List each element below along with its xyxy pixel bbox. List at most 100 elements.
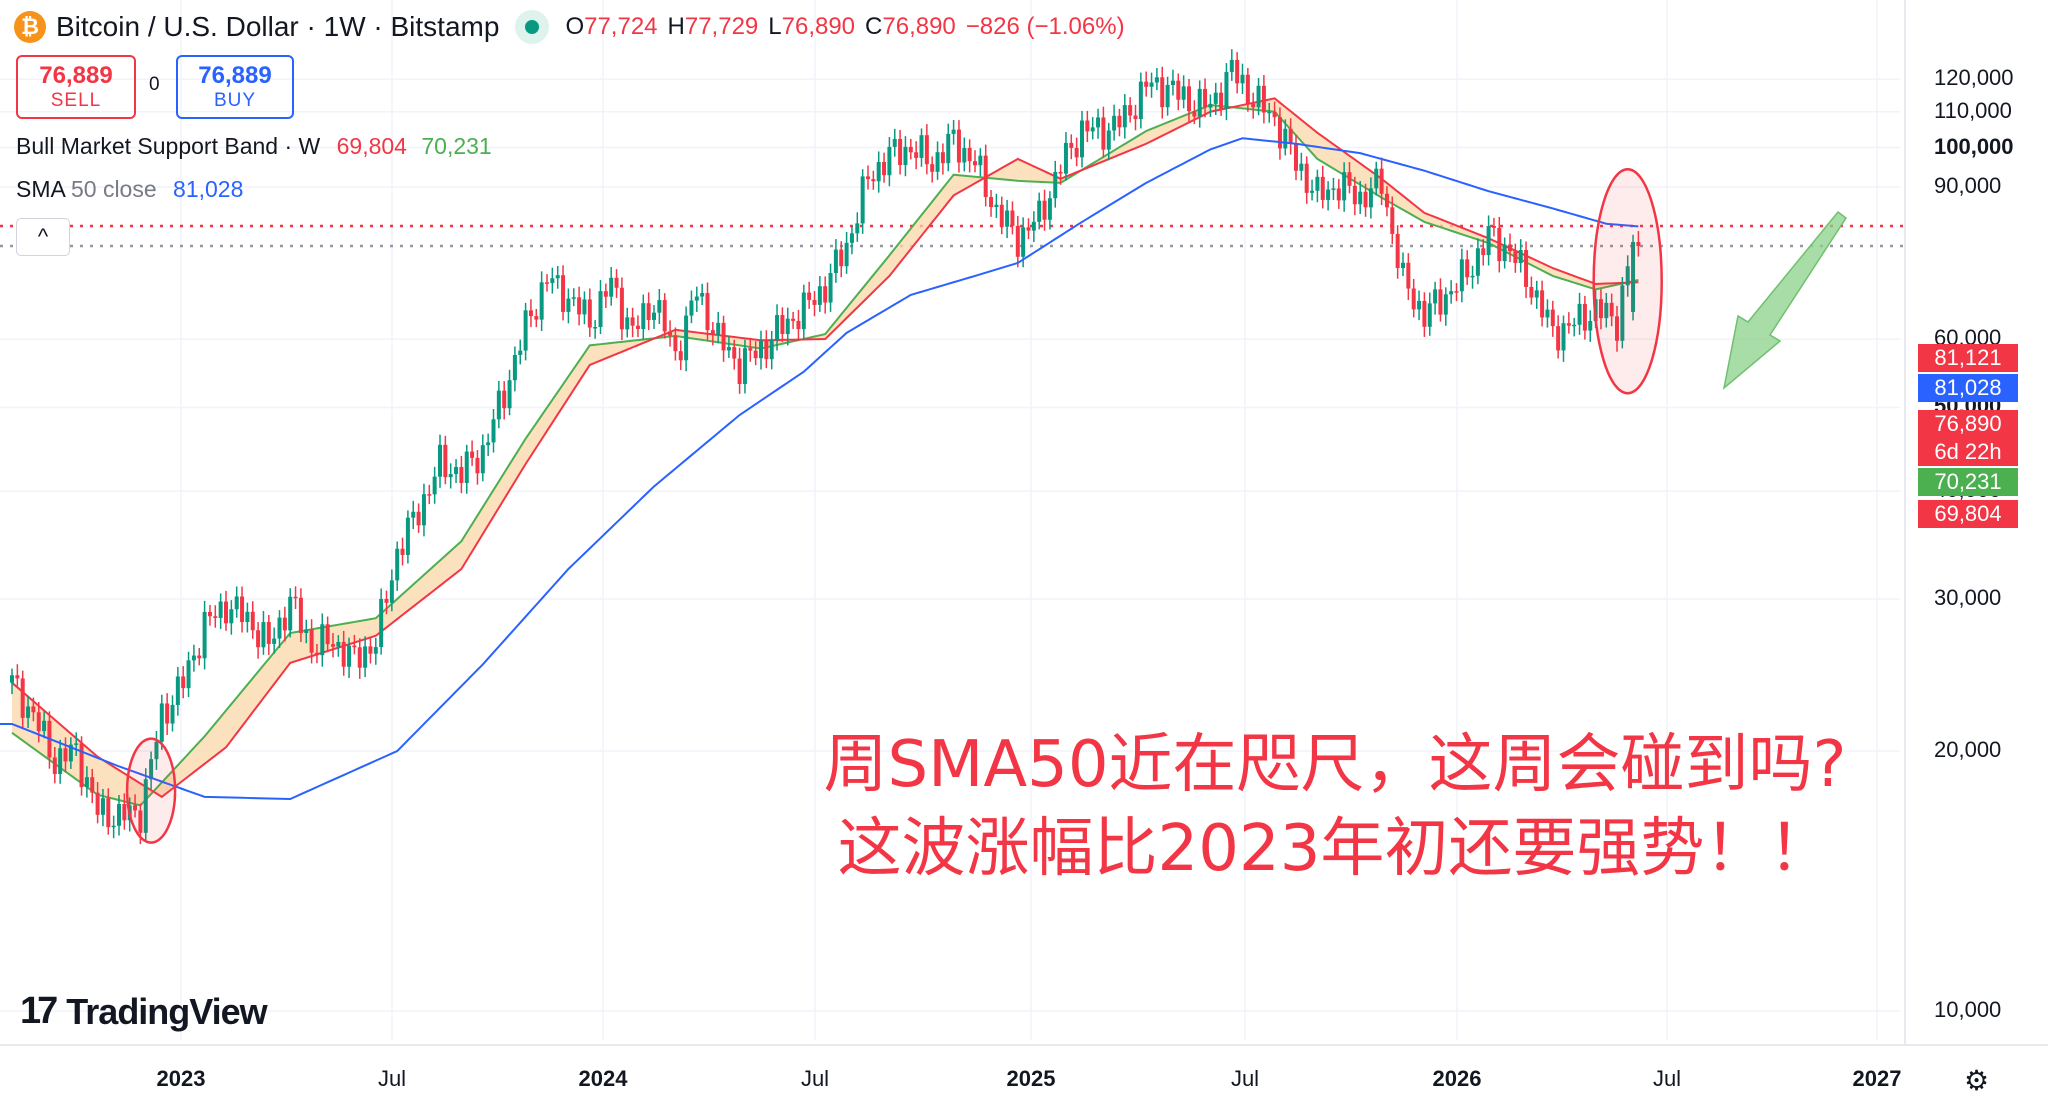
buy-label: BUY — [213, 90, 257, 111]
candle-body — [341, 641, 346, 667]
candle-body — [154, 741, 159, 760]
price-axis-label: 10,000 — [1934, 997, 2002, 1022]
candle-body — [1513, 251, 1518, 264]
candle-body — [1577, 303, 1582, 325]
ohlc-close: C76,890 — [865, 13, 956, 40]
sma-indicator-legend[interactable]: SMA 50 close 81,028 — [16, 176, 243, 203]
candle-body — [652, 312, 656, 320]
candle-body — [1459, 259, 1464, 292]
candle-body — [245, 611, 250, 623]
candle-body — [207, 611, 212, 617]
candle-body — [427, 494, 432, 496]
candle-body — [534, 316, 539, 320]
tradingview-logo[interactable]: 17 TradingView — [20, 990, 268, 1033]
candle-body — [165, 703, 170, 724]
candle-body — [678, 351, 683, 361]
candle-body — [464, 451, 469, 483]
candle-body — [1010, 210, 1015, 226]
candle-body — [240, 596, 245, 623]
candle-body — [405, 517, 410, 555]
candle-body — [839, 249, 844, 267]
candle-body — [882, 161, 887, 176]
candle-body — [598, 291, 603, 327]
candle-body — [512, 354, 517, 381]
candle-body — [635, 325, 640, 330]
time-axis-label: Jul — [377, 1066, 407, 1091]
candle-body — [1379, 168, 1384, 194]
candle-body — [1615, 316, 1619, 341]
sell-button[interactable]: 76,889 SELL — [16, 55, 136, 119]
candle-body — [1454, 291, 1459, 293]
candle-body — [844, 242, 849, 267]
candle-body — [1096, 117, 1101, 128]
candle-body — [742, 348, 747, 385]
candle-body — [1481, 248, 1486, 256]
price-lines — [0, 224, 1905, 248]
candle-body — [1208, 103, 1213, 108]
time-axis-label: 2027 — [1852, 1066, 1902, 1091]
candle-body — [924, 135, 929, 165]
candle-body — [1165, 84, 1170, 108]
candle-body — [930, 164, 935, 172]
candle-body — [566, 298, 571, 312]
candle-body — [1609, 302, 1614, 317]
candle-body — [1160, 77, 1165, 108]
candle-body — [823, 286, 828, 303]
symbol-title[interactable]: Bitcoin / U.S. Dollar · 1W · Bitstamp — [56, 11, 500, 42]
candle-body — [368, 646, 373, 654]
candle-body — [218, 601, 223, 618]
candle-body — [1176, 80, 1181, 100]
candle-body — [1336, 188, 1341, 201]
candle-body — [1283, 128, 1288, 149]
band-indicator-legend[interactable]: Bull Market Support Band · W 69,804 70,2… — [16, 133, 492, 160]
candle-body — [978, 155, 983, 166]
tradingview-logo-icon: 17 — [20, 990, 58, 1032]
candle-body — [785, 318, 790, 335]
candle-body — [860, 176, 865, 224]
candle-body — [26, 706, 31, 718]
candle-body — [1363, 191, 1368, 208]
candle-body — [1540, 290, 1545, 318]
candle-body — [1267, 111, 1272, 114]
candle-body — [673, 335, 678, 352]
buy-button[interactable]: 76,889 BUY — [176, 55, 294, 119]
green-arrow-icon — [1722, 210, 1848, 390]
candle-body — [400, 548, 405, 555]
candle-body — [1529, 286, 1534, 298]
sma-line — [0, 137, 1639, 801]
candle-body — [694, 296, 699, 301]
candle-body — [379, 598, 384, 648]
candle-body — [309, 629, 314, 653]
candle-body — [780, 315, 785, 335]
candle-body — [186, 660, 191, 689]
candle-body — [250, 611, 255, 631]
candle-body — [1128, 105, 1133, 116]
candle-body — [411, 511, 416, 518]
band-high-value: 70,231 — [421, 133, 492, 159]
candle-body — [775, 315, 780, 340]
chart-settings-icon[interactable]: ⚙ — [1964, 1065, 1990, 1096]
candle-body — [989, 197, 994, 208]
candle-body — [357, 647, 362, 668]
candle-body — [1074, 147, 1079, 158]
candle-body — [389, 580, 394, 603]
candle-body — [325, 624, 330, 645]
candle-body — [603, 291, 608, 297]
candle-body — [967, 147, 972, 162]
candle-body — [903, 146, 908, 166]
candle-body — [256, 630, 261, 648]
candle-body — [496, 390, 501, 420]
candle-body — [1358, 191, 1363, 205]
candle-body — [1251, 103, 1256, 108]
time-axis-label: 2025 — [1006, 1066, 1056, 1091]
price-axis-label: 90,000 — [1934, 173, 2002, 198]
candle-body — [384, 598, 389, 603]
candle-body — [298, 597, 303, 634]
candle-body — [1502, 244, 1507, 262]
collapse-legend-button[interactable]: ^ — [16, 218, 70, 256]
price-change: −826 (−1.06%) — [965, 13, 1125, 40]
candle-body — [1443, 294, 1448, 315]
time-axis-label: Jul — [1652, 1066, 1682, 1091]
candle-body — [1299, 163, 1304, 171]
